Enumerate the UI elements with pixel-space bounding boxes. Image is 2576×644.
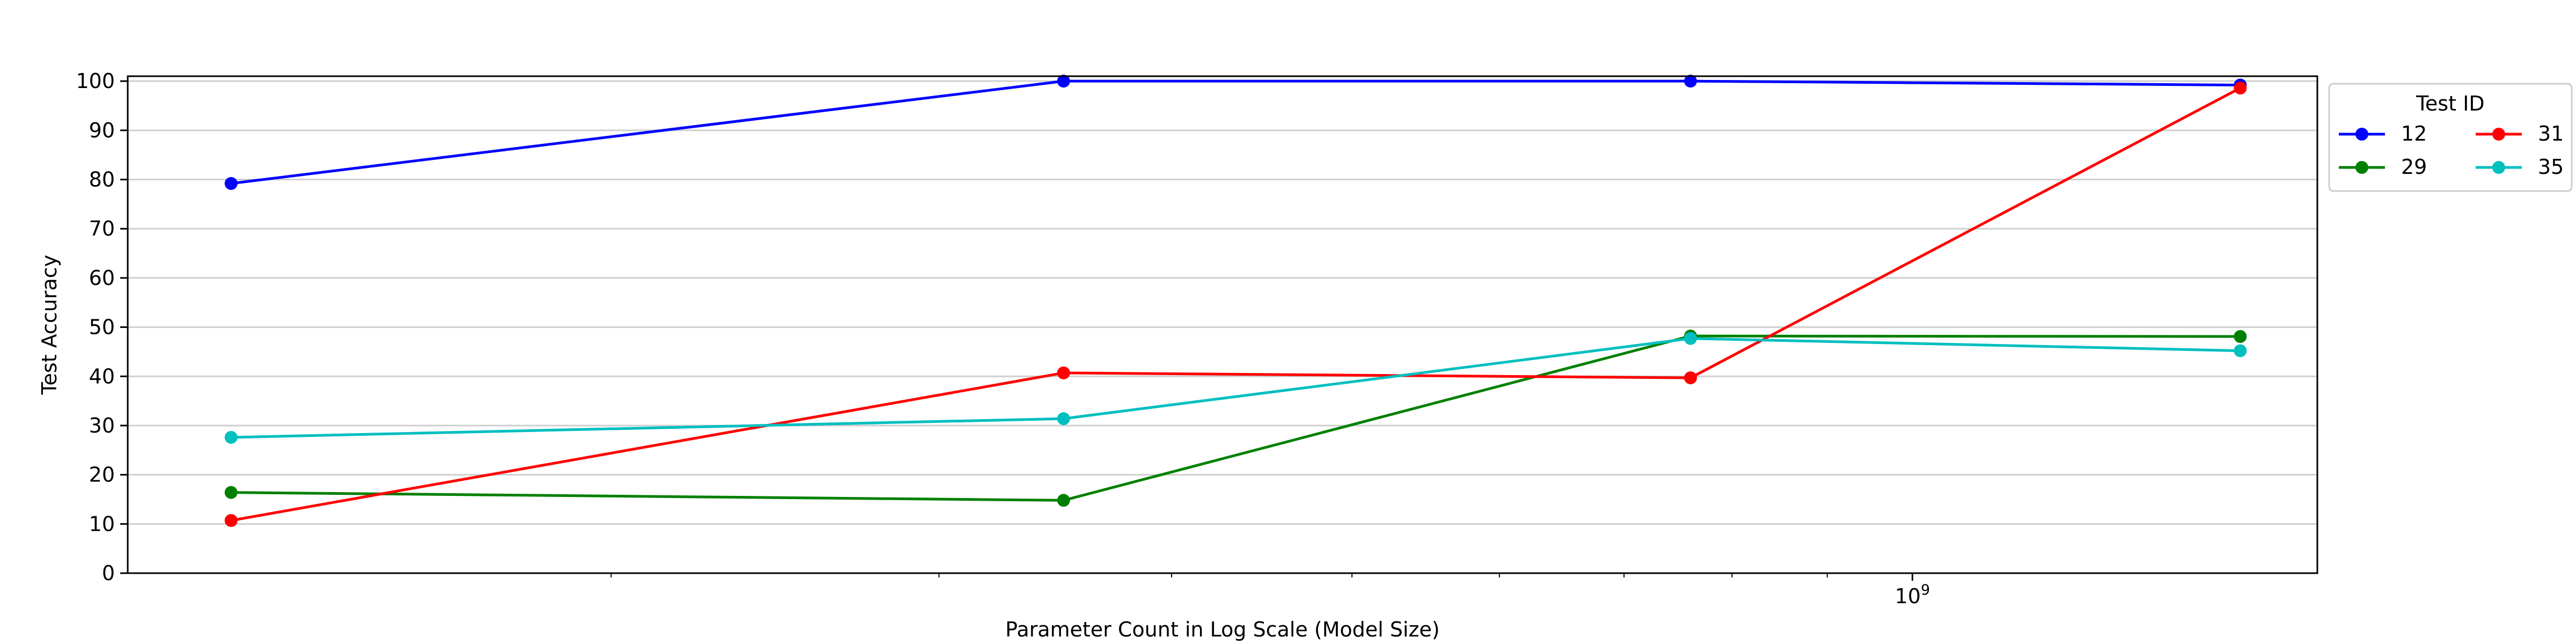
data-point	[1057, 494, 1070, 507]
y-tick-label: 10	[89, 512, 115, 536]
data-point	[224, 177, 238, 190]
series-12	[224, 75, 2247, 190]
series-35	[224, 332, 2247, 444]
data-point	[1684, 75, 1697, 88]
y-tick-label: 80	[89, 168, 115, 192]
plot-frame	[127, 75, 2318, 574]
legend-entry: 12	[2339, 122, 2427, 145]
legend-swatch-marker	[2355, 161, 2368, 174]
data-point	[1057, 366, 1070, 379]
x-axis-ticks: 109	[1895, 573, 1930, 608]
legend-label: 12	[2401, 122, 2427, 145]
data-point	[224, 486, 238, 499]
legend-label: 35	[2538, 155, 2564, 179]
legend: Test ID 12 29 31 35	[2328, 83, 2573, 192]
series-line	[231, 86, 2241, 522]
data-point	[1684, 332, 1697, 345]
series-line	[231, 79, 2241, 185]
legend-swatch-marker	[2355, 128, 2368, 141]
legend-title: Test ID	[2416, 92, 2484, 115]
y-axis-label: Test Accuracy	[38, 255, 61, 395]
data-point	[2234, 330, 2247, 343]
data-point	[2234, 82, 2247, 95]
data-point	[1057, 75, 1070, 88]
y-tick-label: 20	[89, 463, 115, 487]
legend-entry: 31	[2476, 122, 2564, 145]
legend-label: 31	[2538, 122, 2564, 145]
series-line	[231, 337, 2241, 439]
x-tick-label: 109	[1895, 582, 1930, 608]
data-point	[1684, 371, 1697, 385]
data-point	[2234, 344, 2247, 357]
y-tick-label: 50	[89, 316, 115, 339]
data-point	[224, 430, 238, 444]
series-31	[224, 82, 2247, 527]
y-tick-label: 30	[89, 414, 115, 437]
legend-swatch-marker	[2492, 161, 2505, 174]
y-tick-label: 60	[89, 266, 115, 290]
y-tick-label: 100	[76, 69, 115, 93]
y-tick-label: 40	[89, 364, 115, 388]
y-tick-label: 70	[89, 217, 115, 240]
y-tick-label: 0	[102, 561, 115, 585]
legend-swatch-marker	[2492, 128, 2505, 141]
y-tick-label: 90	[89, 119, 115, 142]
legend-entry: 35	[2476, 155, 2564, 179]
legend-box	[2328, 83, 2573, 192]
y-axis-ticks: 0 10 20 30 40 50 60 70 80 90 100	[76, 69, 128, 585]
legend-label: 29	[2401, 155, 2427, 179]
x-axis-label: Parameter Count in Log Scale (Model Size…	[1005, 618, 1440, 641]
legend-entry: 29	[2339, 155, 2427, 179]
series-line	[231, 334, 2241, 502]
data-point	[224, 514, 238, 527]
series-29	[224, 330, 2247, 507]
series-layer	[224, 75, 2247, 527]
data-point	[1057, 412, 1070, 426]
